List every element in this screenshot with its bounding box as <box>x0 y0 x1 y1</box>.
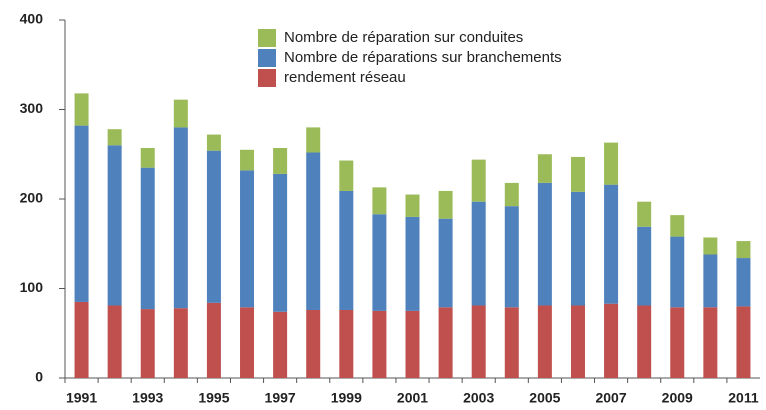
bar-segment <box>703 254 718 308</box>
bar-segment <box>504 206 519 308</box>
bar-segment <box>604 184 619 304</box>
bar-segment <box>537 154 552 183</box>
bar-segment <box>140 309 155 378</box>
bar-segment <box>140 167 155 310</box>
bar-segment <box>703 237 718 255</box>
bar-segment <box>736 306 751 378</box>
bar-segment <box>206 134 221 151</box>
x-tick-label: 2001 <box>397 390 428 406</box>
bar-segment <box>438 307 453 378</box>
legend-label: rendement réseau <box>284 69 406 86</box>
bar-segment <box>670 307 685 378</box>
bar-segment <box>372 310 387 378</box>
bar-segment <box>206 302 221 378</box>
x-tick-label: 1997 <box>265 390 296 406</box>
bar-segment <box>736 258 751 307</box>
bar-segment <box>273 311 288 378</box>
bar-segment <box>670 215 685 237</box>
bar-segment <box>339 309 354 378</box>
bar-segment <box>306 152 321 310</box>
bar-segment <box>140 147 155 168</box>
x-tick-label: 2009 <box>662 390 693 406</box>
y-tick-label: 100 <box>20 279 44 295</box>
bar-segment <box>240 307 255 378</box>
bar-segment <box>273 147 288 174</box>
bar-segment <box>240 149 255 171</box>
bar-segment <box>339 160 354 191</box>
x-tick-label: 2005 <box>529 390 560 406</box>
legend-swatch <box>258 29 276 47</box>
bar-segment <box>471 201 486 306</box>
bar-segment <box>107 129 122 146</box>
y-tick-label: 0 <box>35 369 43 385</box>
bar-segment <box>637 305 652 378</box>
bar-segment <box>107 145 122 306</box>
bar-segment <box>504 182 519 207</box>
bar-segment <box>438 218 453 308</box>
x-tick-label: 2007 <box>595 390 626 406</box>
bar-segment <box>173 127 188 309</box>
bar-segment <box>736 241 751 259</box>
bar-segment <box>570 191 585 306</box>
bar-segment <box>405 194 420 217</box>
legend-swatch <box>258 49 276 67</box>
bar-segment <box>306 127 321 153</box>
bar-segment <box>74 93 89 126</box>
bar-segment <box>504 307 519 378</box>
x-tick-label: 2011 <box>728 390 759 406</box>
x-tick-label: 1993 <box>132 390 163 406</box>
bar-segment <box>537 305 552 378</box>
bar-segment <box>471 305 486 378</box>
bar-segment <box>537 182 552 306</box>
bar-segment <box>339 190 354 310</box>
bar-segment <box>405 216 420 311</box>
bar-segment <box>107 305 122 378</box>
bar-segment <box>570 156 585 192</box>
bar-segment <box>637 226 652 306</box>
legend-swatch <box>258 69 276 87</box>
bar-segment <box>306 309 321 378</box>
y-tick-label: 400 <box>20 11 44 27</box>
bar-segment <box>637 201 652 227</box>
bar-segment <box>670 236 685 308</box>
bar-segment <box>703 307 718 378</box>
y-tick-label: 300 <box>20 100 44 116</box>
bar-segment <box>372 214 387 311</box>
bar-segment <box>74 301 89 378</box>
x-tick-label: 1999 <box>331 390 362 406</box>
bar-segment <box>74 125 89 302</box>
bar-segment <box>604 303 619 378</box>
bar-segment <box>570 305 585 378</box>
bar-segment <box>471 159 486 202</box>
bar-segment <box>273 173 288 312</box>
bar-segment <box>206 150 221 303</box>
bar-segment <box>405 310 420 378</box>
bar-segment <box>240 170 255 308</box>
legend-label: Nombre de réparations sur branchements <box>284 49 562 66</box>
bar-segment <box>438 190 453 219</box>
x-tick-label: 2003 <box>463 390 494 406</box>
bar-segment <box>173 308 188 378</box>
y-tick-label: 200 <box>20 190 44 206</box>
bar-segment <box>372 187 387 215</box>
bar-segment <box>173 99 188 128</box>
x-tick-label: 1991 <box>66 390 97 406</box>
bar-segment <box>604 142 619 185</box>
legend-label: Nombre de réparation sur conduites <box>284 29 523 46</box>
x-tick-label: 1995 <box>198 390 229 406</box>
